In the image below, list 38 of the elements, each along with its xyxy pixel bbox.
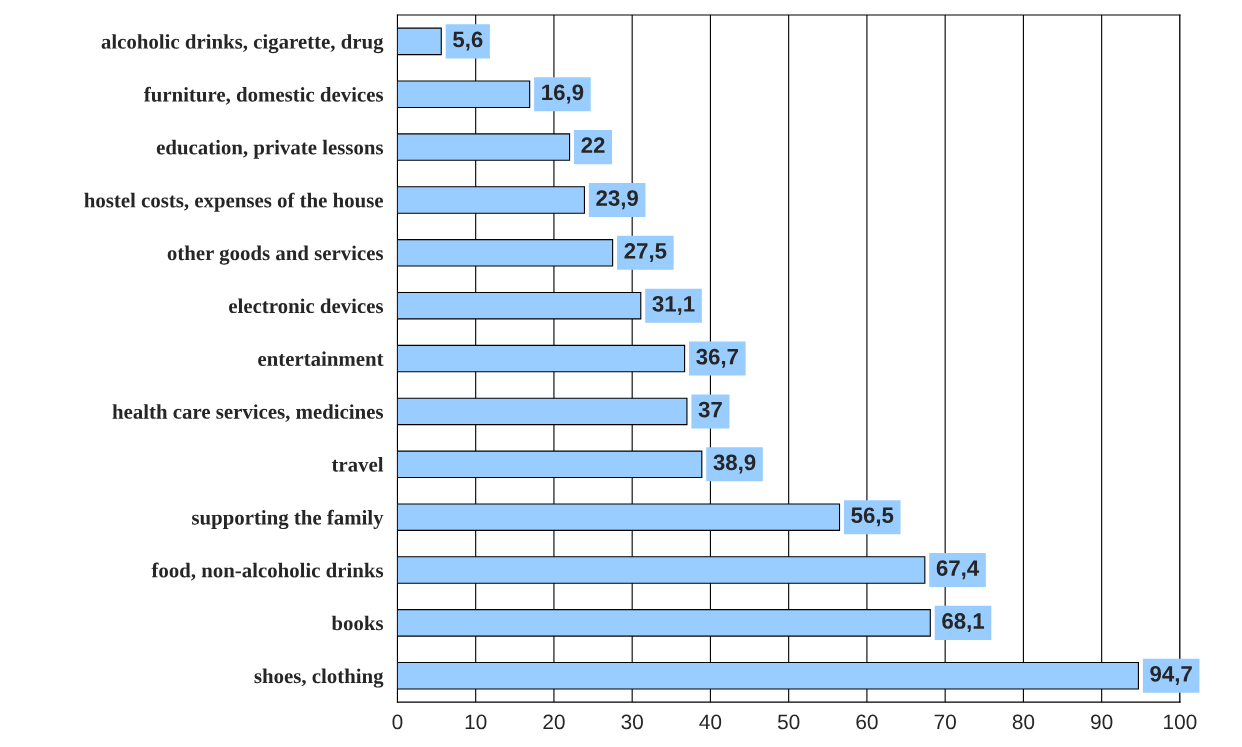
y-tick-label: other goods and services <box>167 245 384 265</box>
x-tick-label: 40 <box>699 714 722 730</box>
y-tick-label: books <box>331 615 384 631</box>
x-tick-label: 70 <box>934 714 956 730</box>
data-label: 16,9 <box>542 84 584 104</box>
y-tick-label: hostel costs, expenses of the house <box>84 192 384 212</box>
data-label: 37 <box>698 401 722 418</box>
y-tick-label: alcoholic drinks, cigarette, drug <box>101 34 384 54</box>
x-tick-label: 10 <box>465 714 487 730</box>
x-tick-label: 90 <box>1091 714 1113 730</box>
x-tick-label: 60 <box>856 714 878 730</box>
data-label: 94,7 <box>1150 665 1192 685</box>
data-label: 38,9 <box>713 454 756 474</box>
y-tick-label: supporting the family <box>192 509 384 530</box>
y-tick-label: food, non-alcoholic drinks <box>151 562 384 581</box>
data-label: 31,1 <box>652 295 695 315</box>
x-tick-label: 80 <box>1012 714 1035 730</box>
data-label: 67,4 <box>936 560 980 580</box>
data-label: 23,9 <box>596 190 638 210</box>
y-tick-label: travel <box>331 457 384 472</box>
x-tick-label: 20 <box>543 714 565 730</box>
data-label: 56,5 <box>851 507 894 527</box>
y-tick-label: furniture, domestic devices <box>143 86 384 105</box>
y-tick-label: education, private lessons <box>156 139 384 159</box>
data-label: 5,6 <box>453 31 483 51</box>
x-tick-label: 0 <box>392 714 403 730</box>
y-tick-label: health care services, medicines <box>112 404 384 422</box>
bar <box>397 27 442 56</box>
data-label: 22 <box>581 137 605 153</box>
x-tick-label: 100 <box>1164 714 1197 730</box>
data-label: 36,7 <box>696 348 738 368</box>
data-label: 68,1 <box>942 613 985 633</box>
x-tick-label: 50 <box>777 714 800 730</box>
y-tick-label: shoes, clothing <box>254 668 384 688</box>
y-tick-label: entertainment <box>258 351 384 366</box>
y-tick-label: electronic devices <box>229 298 384 314</box>
data-label: 27,5 <box>624 243 667 263</box>
x-tick-label: 30 <box>621 714 643 730</box>
